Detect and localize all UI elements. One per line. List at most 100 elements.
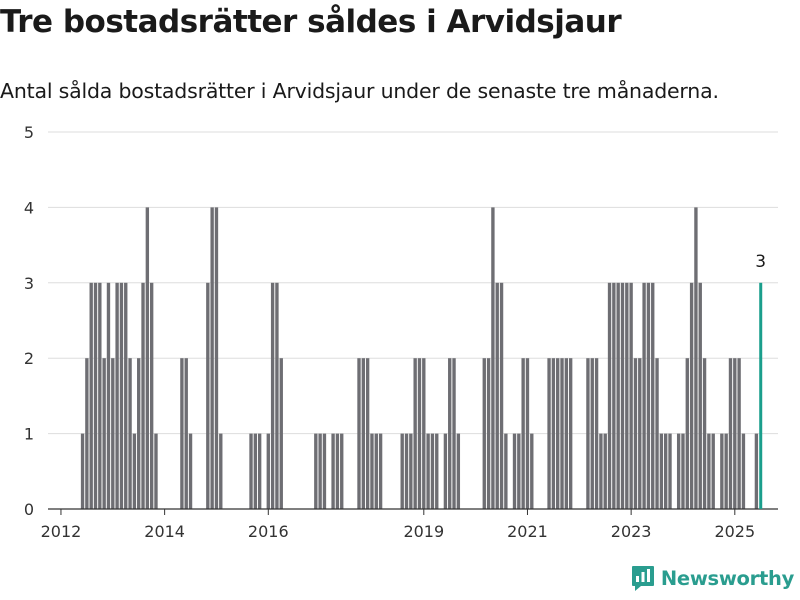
bar — [720, 433, 724, 509]
bar — [599, 433, 603, 509]
bar — [374, 433, 378, 509]
y-axis-ticks: 0 1 2 3 4 5 — [24, 123, 34, 519]
bar — [188, 433, 193, 509]
bar — [620, 282, 625, 509]
x-tick-label: 2023 — [611, 522, 652, 541]
bar — [486, 358, 491, 509]
bar — [361, 358, 366, 509]
bar — [491, 207, 495, 509]
bar — [404, 433, 409, 509]
bar — [689, 282, 694, 509]
bar — [400, 433, 404, 509]
bar — [322, 433, 327, 509]
bar — [448, 358, 452, 509]
bar — [724, 433, 728, 509]
bar — [564, 358, 569, 509]
bar — [629, 282, 633, 509]
bar — [547, 358, 551, 509]
bar — [646, 282, 651, 509]
bar — [93, 282, 98, 509]
bar — [89, 282, 93, 509]
bar — [499, 282, 504, 509]
bar — [733, 358, 737, 509]
bar — [106, 282, 111, 509]
bar — [409, 433, 413, 509]
bar — [711, 433, 715, 509]
bar — [365, 358, 370, 509]
bar — [638, 358, 642, 509]
bar — [551, 358, 556, 509]
bar — [253, 433, 258, 509]
bar — [111, 358, 115, 509]
bar — [80, 433, 85, 509]
bar — [331, 433, 335, 509]
y-tick-label: 1 — [24, 425, 34, 444]
chart-title: Tre bostadsrätter såldes i Arvidsjaur — [0, 4, 622, 40]
bar — [676, 433, 681, 509]
bar — [340, 433, 344, 509]
bar — [124, 282, 128, 509]
bar — [603, 433, 607, 509]
bar — [422, 358, 426, 509]
bar — [417, 358, 422, 509]
x-tick-label: 2012 — [41, 522, 82, 541]
bar — [525, 358, 530, 509]
bar — [521, 358, 525, 509]
x-tick-label: 2025 — [714, 522, 755, 541]
brand-name: Newsworthy — [660, 566, 794, 590]
bar — [413, 358, 417, 509]
bar — [504, 433, 508, 509]
bar — [370, 433, 374, 509]
bar — [378, 433, 383, 509]
annotations: 3 — [755, 252, 766, 509]
bar — [556, 358, 560, 509]
bar — [266, 433, 270, 509]
bar — [616, 282, 620, 509]
gridlines — [48, 131, 778, 435]
bar — [180, 358, 184, 509]
bar — [668, 433, 672, 509]
bar — [456, 433, 461, 509]
bar — [270, 282, 275, 509]
x-tick-label: 2019 — [403, 522, 444, 541]
bar — [452, 358, 456, 509]
y-tick-label: 4 — [24, 198, 34, 217]
bar — [357, 358, 361, 509]
bar — [115, 282, 119, 509]
bar — [530, 433, 534, 509]
bar — [707, 433, 711, 509]
bar — [318, 433, 322, 509]
bar — [257, 433, 262, 509]
bar — [137, 358, 141, 509]
bar — [482, 358, 486, 509]
y-tick-label: 2 — [24, 349, 34, 368]
bar — [694, 207, 698, 509]
bar — [495, 282, 499, 509]
x-tick-label: 2014 — [144, 522, 185, 541]
bar — [426, 433, 430, 509]
bar — [219, 433, 223, 509]
y-tick-label: 5 — [24, 123, 34, 142]
bar — [102, 358, 106, 509]
bar — [145, 207, 150, 509]
bar — [275, 282, 279, 509]
bar — [206, 282, 210, 509]
bar — [590, 358, 594, 509]
bar — [430, 433, 435, 509]
bar — [594, 358, 599, 509]
x-tick-label: 2016 — [248, 522, 289, 541]
bar — [443, 433, 448, 509]
bar — [85, 358, 89, 509]
bar — [642, 282, 646, 509]
bar — [651, 282, 655, 509]
bar — [625, 282, 629, 509]
bar — [754, 433, 759, 509]
bar — [702, 358, 707, 509]
bar — [210, 207, 214, 509]
x-axis-ticks: 2012 2014 2016 2019 2021 2023 2025 — [41, 509, 755, 541]
bar — [128, 358, 132, 509]
bar — [132, 433, 137, 509]
bar — [435, 433, 439, 509]
bar — [314, 433, 318, 509]
